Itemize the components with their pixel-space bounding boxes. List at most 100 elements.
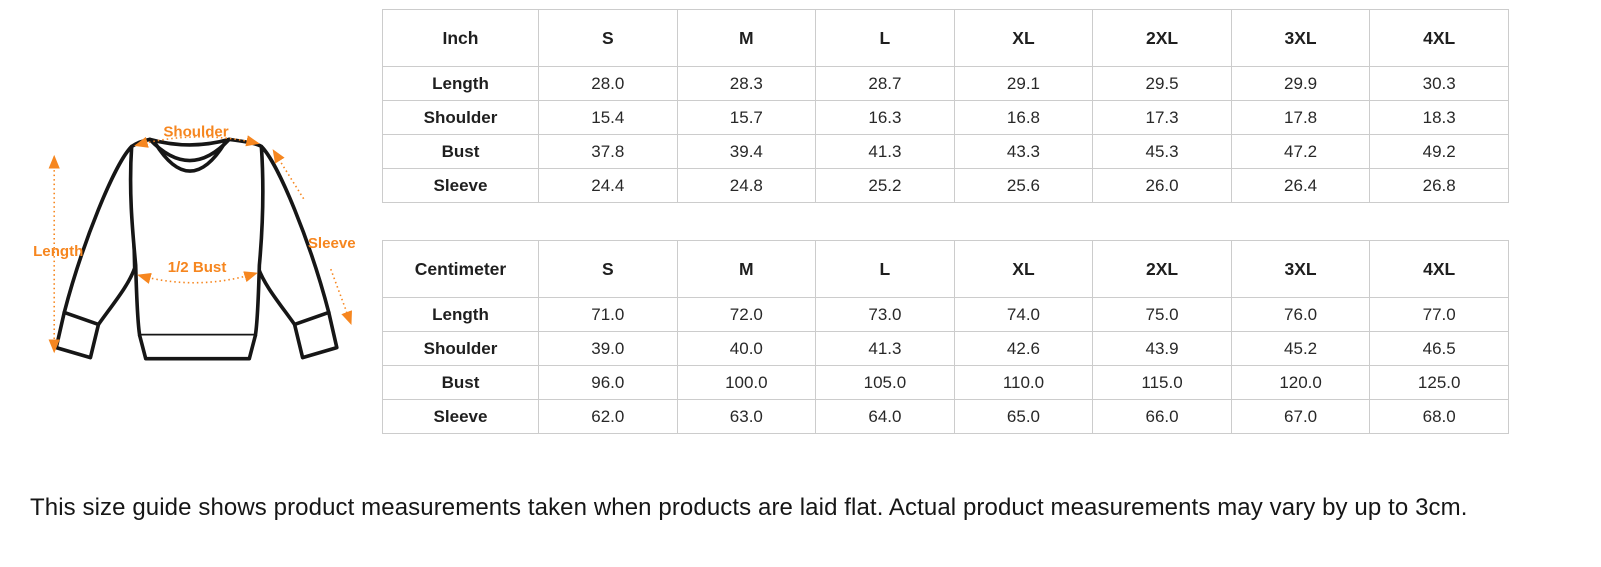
sleeve-measure-arrow-upper: [272, 149, 305, 200]
measurement-cell: 45.3: [1092, 134, 1232, 169]
measurement-cell: 24.4: [538, 168, 678, 203]
length-label: Length: [33, 243, 83, 260]
measurement-cell: 26.4: [1230, 168, 1371, 203]
measurement-cell: 71.0: [538, 297, 678, 332]
size-col-header: L: [815, 9, 955, 67]
measurement-cell: 73.0: [815, 297, 955, 332]
measurement-cell: 100.0: [676, 365, 817, 400]
measurement-cell: 42.6: [953, 331, 1094, 366]
measurement-cell: 63.0: [676, 399, 817, 434]
measurement-cell: 26.8: [1369, 168, 1509, 203]
measurement-cell: 105.0: [815, 365, 955, 400]
row-label: Length: [382, 66, 539, 101]
table-row: Shoulder 39.0 40.0 41.3 42.6 43.9 45.2 4…: [382, 331, 1509, 366]
measurement-cell: 15.7: [676, 100, 817, 135]
measurement-cell: 45.2: [1230, 331, 1371, 366]
table-header-row: Inch S M L XL 2XL 3XL 4XL: [382, 9, 1509, 67]
measurement-cell: 76.0: [1230, 297, 1371, 332]
measurement-cell: 64.0: [815, 399, 955, 434]
table-row: Sleeve 24.4 24.8 25.2 25.6 26.0 26.4 26.…: [382, 168, 1509, 203]
table-row: Bust 37.8 39.4 41.3 43.3 45.3 47.2 49.2: [382, 134, 1509, 169]
measurement-cell: 115.0: [1092, 365, 1232, 400]
measurement-cell: 74.0: [953, 297, 1094, 332]
measurement-cell: 28.7: [815, 66, 955, 101]
measurement-cell: 67.0: [1230, 399, 1371, 434]
measurement-cell: 120.0: [1230, 365, 1371, 400]
size-col-header: 2XL: [1092, 240, 1232, 298]
measurement-cell: 68.0: [1369, 399, 1509, 434]
sweatshirt-diagram-icon: Shoulder Length Sleeve 1/2 Bust: [33, 123, 356, 361]
row-label: Length: [382, 297, 539, 332]
row-label: Shoulder: [382, 331, 539, 366]
row-label: Sleeve: [382, 399, 539, 434]
size-col-header: S: [538, 9, 678, 67]
inch-size-table: Inch S M L XL 2XL 3XL 4XL Length 28.0 28…: [382, 9, 1509, 203]
measurement-cell: 18.3: [1369, 100, 1509, 135]
measurement-cell: 47.2: [1230, 134, 1371, 169]
measurement-cell: 26.0: [1092, 168, 1232, 203]
measurement-cell: 15.4: [538, 100, 678, 135]
measurement-cell: 77.0: [1369, 297, 1509, 332]
shoulder-measure-arrow: [134, 135, 260, 148]
table-row: Sleeve 62.0 63.0 64.0 65.0 66.0 67.0 68.…: [382, 399, 1509, 434]
shoulder-label: Shoulder: [163, 123, 228, 140]
table-row: Shoulder 15.4 15.7 16.3 16.8 17.3 17.8 1…: [382, 100, 1509, 135]
measurement-cell: 43.3: [953, 134, 1094, 169]
measurement-cell: 40.0: [676, 331, 817, 366]
measurement-cell: 28.0: [538, 66, 678, 101]
measurement-cell: 17.3: [1092, 100, 1232, 135]
measurement-cell: 29.1: [953, 66, 1094, 101]
measurement-cell: 65.0: [953, 399, 1094, 434]
table-row: Length 28.0 28.3 28.7 29.1 29.5 29.9 30.…: [382, 66, 1509, 101]
unit-header: Inch: [382, 9, 539, 67]
row-label: Shoulder: [382, 100, 539, 135]
measurement-cell: 125.0: [1369, 365, 1509, 400]
table-header-row: Centimeter S M L XL 2XL 3XL 4XL: [382, 240, 1509, 298]
measurement-cell: 16.3: [815, 100, 955, 135]
measurement-cell: 62.0: [538, 399, 678, 434]
measurement-cell: 37.8: [538, 134, 678, 169]
measurement-cell: 28.3: [676, 66, 817, 101]
size-col-header: 3XL: [1230, 240, 1371, 298]
measurement-cell: 41.3: [815, 331, 955, 366]
measurement-cell: 39.0: [538, 331, 678, 366]
size-col-header: M: [676, 9, 817, 67]
measurement-cell: 39.4: [676, 134, 817, 169]
table-row: Length 71.0 72.0 73.0 74.0 75.0 76.0 77.…: [382, 297, 1509, 332]
sleeve-label: Sleeve: [308, 235, 356, 252]
row-label: Bust: [382, 134, 539, 169]
measurement-cell: 29.5: [1092, 66, 1232, 101]
measurement-cell: 46.5: [1369, 331, 1509, 366]
centimeter-size-table: Centimeter S M L XL 2XL 3XL 4XL Length 7…: [382, 240, 1509, 434]
measurement-cell: 66.0: [1092, 399, 1232, 434]
row-label: Bust: [382, 365, 539, 400]
measurement-cell: 96.0: [538, 365, 678, 400]
measurement-cell: 16.8: [953, 100, 1094, 135]
bust-measure-arrow: [137, 271, 258, 284]
garment-measurement-diagram: Shoulder Length Sleeve 1/2 Bust: [18, 106, 370, 378]
measurement-cell: 41.3: [815, 134, 955, 169]
measurement-cell: 72.0: [676, 297, 817, 332]
size-col-header: S: [538, 240, 678, 298]
table-row: Bust 96.0 100.0 105.0 110.0 115.0 120.0 …: [382, 365, 1509, 400]
measurement-cell: 75.0: [1092, 297, 1232, 332]
unit-header: Centimeter: [382, 240, 539, 298]
measurement-cell: 25.6: [953, 168, 1094, 203]
measurement-cell: 25.2: [815, 168, 955, 203]
measurement-cell: 24.8: [676, 168, 817, 203]
measurement-cell: 30.3: [1369, 66, 1509, 101]
measurement-cell: 43.9: [1092, 331, 1232, 366]
size-col-header: 4XL: [1369, 9, 1509, 67]
measurement-cell: 110.0: [953, 365, 1094, 400]
size-col-header: XL: [953, 240, 1094, 298]
size-col-header: 3XL: [1230, 9, 1371, 67]
sleeve-measure-arrow-lower: [330, 268, 352, 325]
row-label: Sleeve: [382, 168, 539, 203]
size-guide-disclaimer: This size guide shows product measuremen…: [30, 494, 1468, 521]
size-col-header: XL: [953, 9, 1094, 67]
half-bust-label: 1/2 Bust: [168, 259, 227, 276]
measurement-cell: 29.9: [1230, 66, 1371, 101]
measurement-cell: 49.2: [1369, 134, 1509, 169]
measurement-cell: 17.8: [1230, 100, 1371, 135]
